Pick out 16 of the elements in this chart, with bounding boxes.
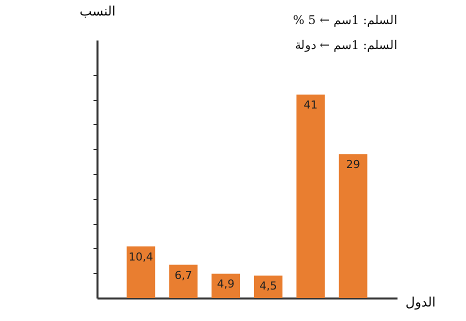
data-label: 6,7 <box>174 268 192 282</box>
data-label: 29 <box>346 158 360 172</box>
x-axis-title: الدول <box>406 296 436 310</box>
bar <box>338 154 368 298</box>
bar <box>126 246 156 298</box>
data-label: 41 <box>304 98 318 112</box>
bar <box>169 264 198 298</box>
y-axis-title: النسب <box>80 4 116 20</box>
bar <box>254 276 282 298</box>
annotation: السلم: 1سم ← دولة <box>294 38 397 52</box>
data-label: 4,5 <box>259 280 277 293</box>
bar <box>212 274 240 298</box>
data-label: 10,4 <box>128 250 154 264</box>
bar <box>296 94 325 298</box>
data-label: 4,9 <box>217 278 235 291</box>
text: السلم: 1سم ← 5 % <box>292 13 397 27</box>
